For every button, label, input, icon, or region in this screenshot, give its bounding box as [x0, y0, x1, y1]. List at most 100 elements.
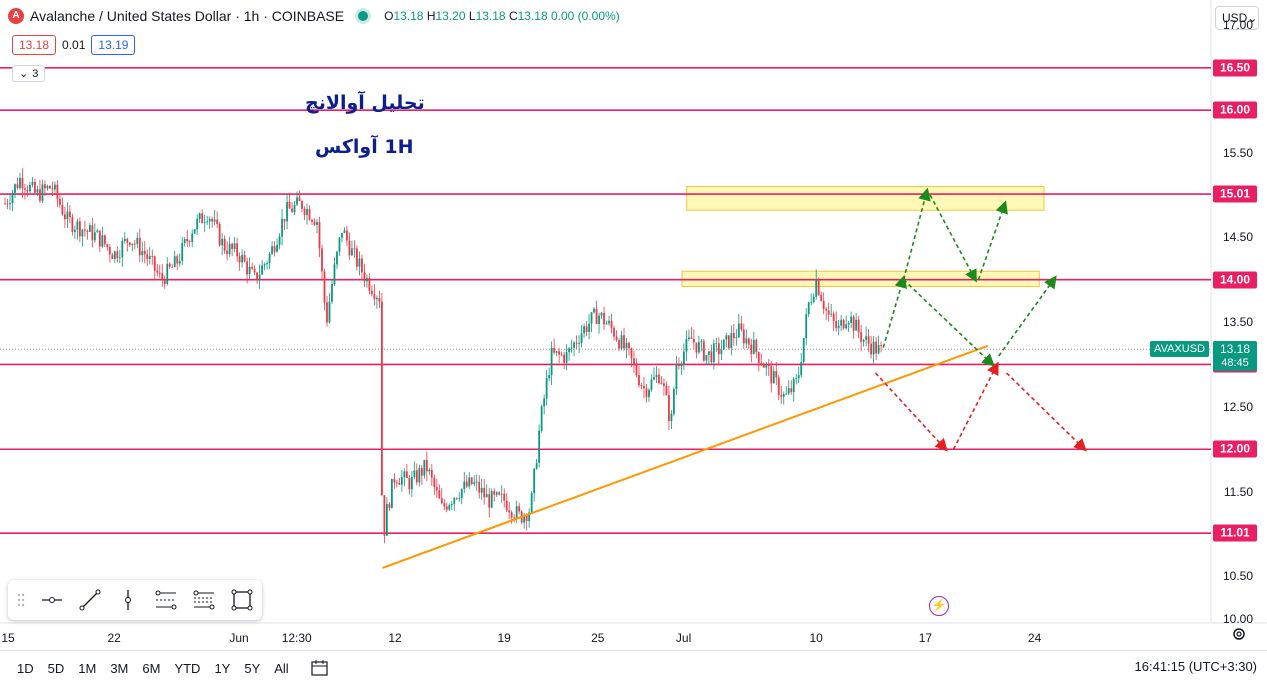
candle-body — [188, 241, 191, 243]
candle-body — [812, 296, 815, 302]
candle-body — [875, 341, 878, 354]
bullish-scenario-arrow — [998, 275, 1057, 357]
range-button-6m[interactable]: 6M — [142, 660, 161, 676]
price-tick-label: 10.00 — [1222, 611, 1253, 626]
range-button-3m[interactable]: 3M — [110, 660, 129, 676]
candle-body — [243, 254, 246, 262]
drag-handle-icon[interactable] — [16, 588, 26, 612]
candle-body — [725, 335, 728, 340]
candle-body — [810, 301, 813, 303]
candle-body — [433, 477, 436, 488]
candle-body — [341, 232, 343, 238]
bullish-scenario-arrow — [929, 194, 977, 283]
range-button-ytd[interactable]: YTD — [174, 660, 201, 676]
candle-body — [618, 340, 620, 349]
gear-icon[interactable] — [1231, 626, 1247, 642]
candle-body — [258, 274, 261, 281]
candle-body — [468, 477, 471, 487]
candle-body — [86, 230, 89, 232]
candle-body — [655, 374, 658, 378]
candle-body — [213, 219, 216, 222]
candle-body — [867, 336, 870, 344]
chevron-down-icon: ⌄ — [1247, 11, 1258, 25]
calendar-icon[interactable] — [310, 659, 330, 677]
candle-body — [590, 312, 593, 324]
candle-body — [668, 394, 670, 422]
buy-button[interactable]: 13.19 — [91, 35, 136, 55]
bearish-scenario-arrow — [874, 372, 948, 452]
symbol-title[interactable]: Avalanche / United States Dollar · 1h · … — [30, 8, 345, 24]
trade-panel: 13.18 0.01 13.19 — [12, 35, 136, 55]
candle-body — [553, 347, 556, 353]
candle-body — [817, 279, 820, 295]
candle-body — [805, 314, 808, 339]
clock-timezone[interactable]: 16:41:15 (UTC+3:30) — [1134, 659, 1257, 674]
lightning-icon[interactable]: ⚡ — [929, 596, 949, 616]
candle-body — [860, 332, 863, 342]
candle-body — [533, 468, 536, 494]
candle-body — [555, 351, 558, 353]
candle-body — [16, 184, 19, 189]
candle-body — [772, 371, 775, 384]
indicators-toggle-button[interactable]: ⌄ 3 — [12, 65, 46, 82]
candle-body — [171, 266, 174, 268]
range-button-1d[interactable]: 1D — [17, 660, 34, 676]
candle-body — [413, 470, 416, 477]
range-button-1m[interactable]: 1M — [78, 660, 97, 676]
price-tick-label: 13.50 — [1222, 315, 1253, 330]
candle-body — [585, 326, 588, 332]
candle-body — [51, 188, 54, 190]
candle-body — [840, 319, 843, 326]
range-button-5d[interactable]: 5D — [47, 660, 65, 676]
candle-body — [495, 492, 498, 495]
candle-body — [690, 337, 693, 339]
candle-body — [218, 223, 221, 246]
support-trendline — [382, 344, 989, 569]
candle-body — [500, 493, 503, 495]
currency-select[interactable]: USD ⌄ — [1215, 6, 1259, 30]
rectangle-tool-icon[interactable] — [230, 588, 254, 612]
candle-body — [9, 203, 11, 205]
currency-label: USD — [1222, 11, 1248, 25]
price-chart[interactable] — [0, 0, 1267, 650]
candle-body — [136, 237, 139, 244]
range-button-5y[interactable]: 5Y — [244, 660, 261, 676]
candle-body — [400, 477, 403, 485]
candle-body — [311, 219, 313, 222]
candle-body — [83, 229, 86, 231]
candle-body — [750, 344, 753, 354]
annotation-title[interactable]: تحلیل آوالانچ — [305, 92, 425, 114]
market-status-icon[interactable] — [358, 11, 369, 21]
candle-body — [603, 312, 605, 325]
candle-body — [101, 235, 104, 247]
vertical-line-tool-icon[interactable] — [116, 588, 140, 612]
candle-body — [288, 201, 291, 209]
annotation-subtitle[interactable]: 1H آواکس — [315, 136, 414, 158]
candle-body — [88, 225, 91, 232]
candle-body — [645, 388, 648, 398]
candle-body — [670, 413, 673, 422]
candle-body — [216, 219, 219, 224]
trend-line-tool-icon[interactable] — [78, 588, 102, 612]
range-button-1y[interactable]: 1Y — [214, 660, 231, 676]
sell-button[interactable]: 13.18 — [12, 35, 57, 55]
fib-retracement-tool-icon[interactable] — [192, 588, 216, 612]
candle-body — [717, 343, 720, 355]
candle-body — [573, 342, 575, 348]
range-button-all[interactable]: All — [274, 660, 289, 676]
candle-body — [121, 241, 124, 258]
candle-body — [608, 320, 610, 324]
candle-body — [418, 468, 421, 483]
candle-body — [473, 481, 476, 485]
candle-body — [153, 256, 156, 271]
candle-body — [11, 192, 14, 204]
parallel-channel-tool-icon[interactable] — [154, 588, 178, 612]
candle-body — [283, 218, 286, 222]
candle-body — [193, 229, 196, 234]
candle-body — [321, 248, 323, 272]
horizontal-line-tool-icon[interactable] — [40, 588, 64, 612]
candle-body — [380, 301, 383, 496]
candle-body — [138, 237, 141, 256]
level-price-tag: 11.01 — [1213, 524, 1257, 542]
candle-body — [685, 339, 688, 352]
